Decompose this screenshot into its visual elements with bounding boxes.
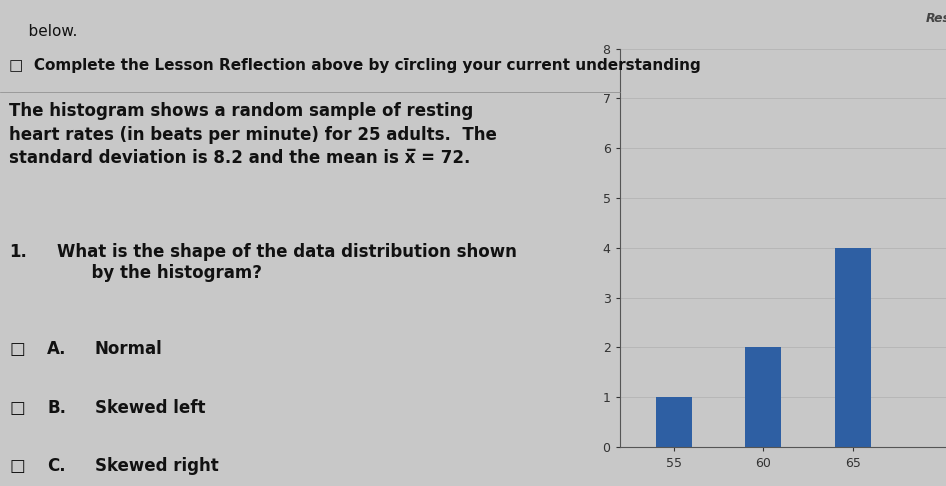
- Text: C.: C.: [47, 457, 66, 475]
- Text: □: □: [9, 399, 26, 417]
- Text: □: □: [9, 340, 26, 358]
- Bar: [835, 248, 871, 447]
- Text: below.: below.: [9, 24, 78, 39]
- Text: Skewed right: Skewed right: [95, 457, 219, 475]
- Text: B.: B.: [47, 399, 66, 417]
- Bar: [656, 398, 692, 447]
- Text: What is the shape of the data distribution shown
      by the histogram?: What is the shape of the data distributi…: [57, 243, 517, 282]
- Text: A.: A.: [47, 340, 67, 358]
- Text: □  Complete the Lesson Reflection above by cīrcling your current understanding: □ Complete the Lesson Reflection above b…: [9, 58, 701, 73]
- Text: □: □: [9, 457, 26, 475]
- Text: 1.: 1.: [9, 243, 27, 261]
- Text: Skewed left: Skewed left: [95, 399, 205, 417]
- Text: Normal: Normal: [95, 340, 163, 358]
- Text: Resting: Resting: [926, 12, 946, 25]
- Bar: [745, 347, 781, 447]
- Text: The histogram shows a random sample of resting
heart rates (in beats per minute): The histogram shows a random sample of r…: [9, 102, 498, 167]
